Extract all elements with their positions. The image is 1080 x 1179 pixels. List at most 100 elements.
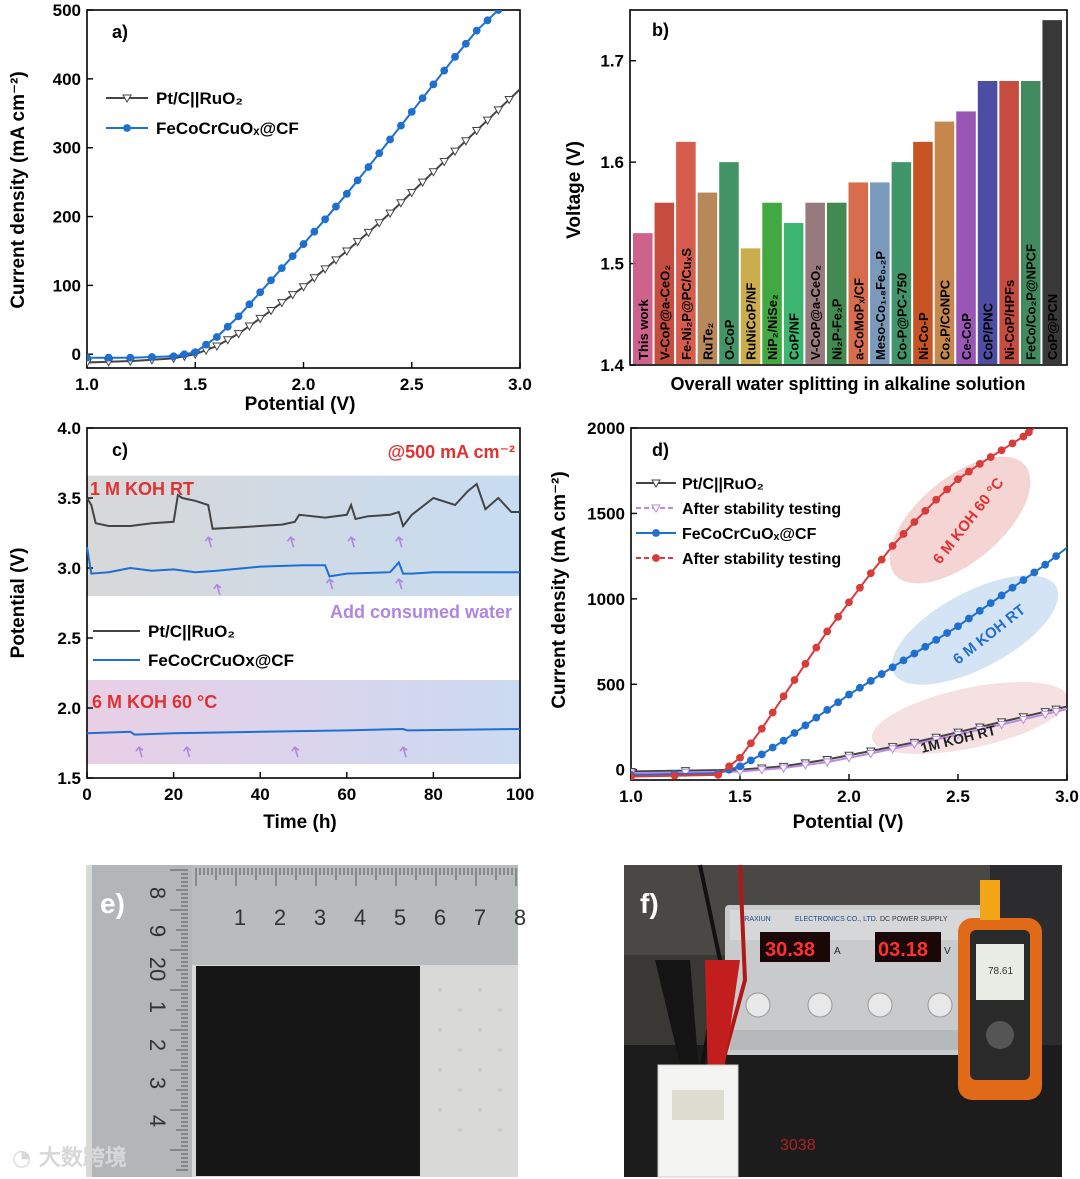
plot-frame <box>629 9 1068 366</box>
data-point <box>87 353 91 362</box>
data-point <box>834 612 842 621</box>
data-point <box>856 683 864 692</box>
dc-power-supply: TRAXIUN ELECTRONICS CO., LTD. DC POWER S… <box>725 905 985 1055</box>
data-point <box>244 322 255 332</box>
bar-label: FeCo/Co₂P@NPCF <box>1024 244 1039 360</box>
annotation-6m-koh: 6 M KOH 60 °C <box>92 692 217 712</box>
legend-marker <box>652 554 660 562</box>
bar <box>633 233 653 364</box>
bar <box>999 81 1019 364</box>
data-point <box>223 322 232 331</box>
data-point <box>779 692 788 701</box>
bar-label: Ni₂P-Fe₂P <box>830 298 845 360</box>
black-sample <box>196 966 420 1176</box>
bar <box>977 81 998 364</box>
series-2 <box>86 727 521 736</box>
bar <box>848 182 869 364</box>
bar-label: This work <box>636 299 651 360</box>
bar <box>697 192 718 364</box>
series-0 <box>87 88 520 368</box>
panel-a: 1.0 1.5 2.0 2.5 3.0 0 100 200 300 400 500 a) Potenti… <box>8 1 532 415</box>
data-point <box>1041 560 1050 569</box>
svg-text:DC POWER SUPPLY: DC POWER SUPPLY <box>880 916 948 923</box>
data-point <box>266 307 276 316</box>
data-point <box>276 299 287 308</box>
legend-marker <box>651 504 661 514</box>
bar-label: O-CoP <box>722 319 737 360</box>
ellipse-60c <box>889 456 1031 584</box>
bar-label: NiP₂/NiSe₂ <box>765 294 780 360</box>
data-point <box>997 591 1006 600</box>
data-point <box>954 475 962 484</box>
svg-text:ELECTRONICS CO., LTD.: ELECTRONICS CO., LTD. <box>795 916 878 923</box>
bar-label: CoP/PNC <box>981 302 996 360</box>
data-point <box>1052 552 1060 561</box>
legend-label: Pt/C||RuO₂ <box>148 622 235 641</box>
data-point <box>494 10 503 14</box>
ruler-side-number: 9 <box>145 925 170 937</box>
ruler-side-number: 8 <box>145 887 170 899</box>
water-arrow <box>325 578 334 590</box>
water-arrow <box>135 746 144 758</box>
bar-label: CoP@PCN <box>1045 294 1060 360</box>
data-point <box>471 126 482 136</box>
data-point <box>965 467 973 476</box>
data-point <box>267 276 275 285</box>
ruler-number: 4 <box>354 905 366 930</box>
panel-f-photo: TRAXIUN ELECTRONICS CO., LTD. DC POWER S… <box>624 864 1062 1178</box>
panel-label: a) <box>112 22 128 42</box>
x-tick-label: 3.0 <box>508 375 532 394</box>
legend-label: After stability testing <box>682 551 841 568</box>
bar-label: Co-P@PC-750 <box>894 273 909 360</box>
y-axis-label: Voltage (V) <box>564 141 585 239</box>
data-point <box>288 252 297 261</box>
data-point <box>375 149 384 158</box>
series-0 <box>86 482 520 530</box>
data-point <box>965 614 973 623</box>
x-axis-label: Potential (V) <box>793 812 904 833</box>
water-arrow <box>395 536 404 548</box>
data-point <box>504 96 515 105</box>
y-axis-label: Potential (V) <box>8 548 29 659</box>
data-point <box>921 642 930 651</box>
data-point <box>1008 583 1017 592</box>
data-point <box>778 764 789 774</box>
x-tick-label: 3.0 <box>1055 787 1079 806</box>
x-tick-label: 100 <box>506 785 534 804</box>
water-arrow <box>399 746 408 758</box>
ruler-number: 2 <box>274 905 286 930</box>
data-point <box>954 622 962 631</box>
ellipse-1m <box>871 682 1069 754</box>
data-point <box>1019 432 1028 441</box>
data-point <box>417 178 428 188</box>
data-point <box>331 256 341 265</box>
data-point <box>736 753 744 762</box>
y-tick-label: 4.0 <box>57 419 81 438</box>
series-line <box>86 482 520 530</box>
data-point <box>1040 710 1051 720</box>
ruler-number: 3 <box>314 905 326 930</box>
data-point <box>631 772 635 780</box>
data-point <box>234 312 243 321</box>
data-point <box>245 300 254 309</box>
data-point <box>834 698 842 707</box>
bar <box>913 141 933 364</box>
bar-label: V-CoP@a-CeO₂ <box>808 265 823 360</box>
data-point <box>877 555 886 564</box>
bar-label: Co₂P/CoNPC <box>937 279 952 360</box>
bar <box>762 202 782 364</box>
plot-frame <box>86 9 521 369</box>
data-point <box>385 209 395 219</box>
y-tick-label: 400 <box>53 70 81 89</box>
data-point <box>341 247 352 256</box>
data-point <box>287 291 298 300</box>
annotation-1m-koh: 1 M KOH RT <box>90 479 194 499</box>
data-point <box>1030 568 1039 577</box>
data-point <box>997 446 1006 455</box>
data-point <box>865 750 876 759</box>
svg-text:A: A <box>834 946 841 957</box>
data-point <box>996 720 1007 730</box>
data-point <box>790 729 799 737</box>
data-point <box>1024 428 1033 437</box>
